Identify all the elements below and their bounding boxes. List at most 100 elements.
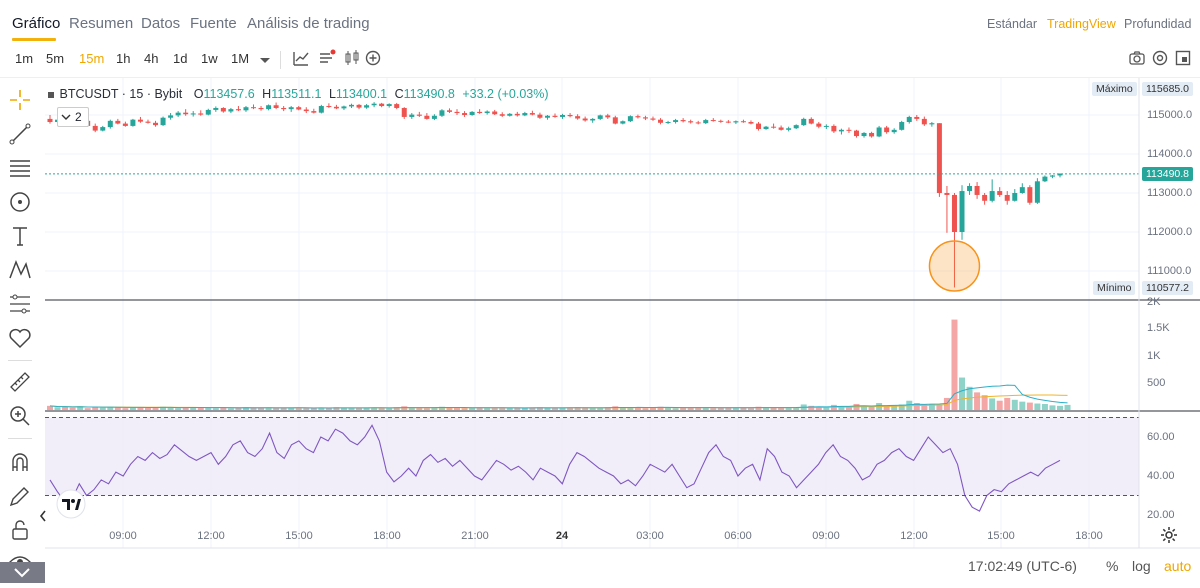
candle-body	[703, 120, 709, 124]
volume-bar	[348, 407, 355, 410]
candle-body	[1004, 194, 1010, 201]
candle-body	[552, 115, 558, 117]
view-profundidad[interactable]: Profundidad	[1124, 17, 1192, 31]
legend-o-label: O	[193, 87, 204, 101]
chart-type-icon[interactable]	[292, 49, 310, 67]
candle-body	[936, 123, 942, 193]
circle-tool-icon[interactable]	[7, 189, 33, 215]
candles-icon[interactable]	[343, 49, 361, 67]
add-icon[interactable]	[364, 49, 382, 67]
volume-bar	[710, 408, 717, 410]
volume-bar	[182, 407, 189, 410]
candle-body	[401, 107, 407, 117]
time-tick: 18:00	[1075, 530, 1103, 542]
timeframe-1w[interactable]: 1w	[201, 51, 218, 66]
candle-body	[462, 113, 468, 115]
toolbar-bottom-border	[0, 77, 1200, 78]
candle-body	[1034, 181, 1040, 203]
pattern-tool-icon[interactable]	[7, 257, 33, 283]
fullscreen-icon[interactable]	[1174, 49, 1192, 67]
candle-body	[122, 123, 128, 126]
tab-datos[interactable]: Datos	[141, 15, 181, 32]
scroll-left-icon[interactable]	[37, 508, 49, 524]
view-estandar[interactable]: Estándar	[987, 17, 1038, 31]
axis-settings-icon[interactable]	[1160, 526, 1178, 544]
legend-collapse-toggle[interactable]: 2	[57, 107, 89, 127]
volume-bar	[544, 407, 551, 410]
timeframe-1d[interactable]: 1d	[173, 51, 188, 66]
candle-body	[748, 122, 754, 124]
volume-bar	[740, 407, 747, 410]
rsi-tick: 60.00	[1147, 431, 1175, 443]
zoom-icon[interactable]	[7, 403, 33, 429]
legend-symbol: BTCUSDT	[59, 87, 119, 101]
volume-bar	[536, 407, 543, 410]
volume-bar	[732, 407, 739, 410]
rsi-line	[49, 424, 1061, 512]
volume-bar	[476, 407, 483, 410]
clock-timezone[interactable]: 17:02:49 (UTC-6)	[968, 558, 1077, 574]
tab-analisis-trading[interactable]: Análisis de trading	[247, 15, 370, 32]
candle-body	[198, 113, 204, 115]
ruler-icon[interactable]	[7, 369, 33, 395]
volume-bar	[499, 408, 506, 410]
tradingview-logo-icon[interactable]	[56, 489, 86, 519]
auto-toggle[interactable]: auto	[1164, 558, 1192, 574]
percent-toggle[interactable]: %	[1106, 558, 1119, 574]
timeframe-4h[interactable]: 4h	[144, 51, 159, 66]
trend-line-icon[interactable]	[7, 121, 33, 147]
timeframe-5m[interactable]: 5m	[46, 51, 65, 66]
candle-body	[439, 110, 445, 116]
timeframe-1h[interactable]: 1h	[116, 51, 131, 66]
candle-body	[808, 118, 814, 124]
volume-bar	[167, 407, 174, 410]
fib-tool-icon[interactable]	[7, 291, 33, 317]
candle-body	[492, 111, 498, 115]
candle-body	[341, 106, 347, 109]
candle-body	[620, 121, 626, 124]
volume-bar	[469, 407, 476, 410]
candle-body	[974, 185, 980, 195]
volume-bar	[295, 408, 302, 410]
volume-bar	[454, 407, 461, 410]
text-tool-icon[interactable]	[7, 223, 33, 249]
crosshair-icon[interactable]	[7, 87, 33, 113]
favorites-icon[interactable]	[7, 325, 33, 351]
volume-bar	[559, 407, 566, 410]
volume-bar	[725, 407, 732, 410]
pencil-lock-icon[interactable]	[7, 483, 33, 509]
candle-body	[529, 113, 535, 115]
volume-bar	[461, 408, 468, 410]
legend-open: 113457.6	[203, 87, 255, 101]
active-tab-indicator	[12, 38, 56, 41]
candle-body	[100, 127, 106, 131]
settings-icon[interactable]	[1151, 49, 1169, 67]
candle-body	[251, 107, 257, 109]
candle-body	[944, 193, 950, 195]
timeframe-1M[interactable]: 1M	[231, 51, 250, 66]
volume-bar	[152, 407, 159, 410]
horizontal-lines-icon[interactable]	[7, 155, 33, 181]
candle-body	[778, 127, 784, 130]
magnet-icon[interactable]	[7, 449, 33, 475]
volume-bar	[574, 407, 581, 410]
chevron-down-icon[interactable]	[256, 52, 274, 70]
candle-body	[831, 125, 837, 132]
candle-body	[446, 110, 452, 112]
indicators-icon[interactable]	[318, 49, 336, 67]
lock-icon[interactable]	[7, 517, 33, 543]
candle-body	[816, 123, 822, 127]
timeframe-15m[interactable]: 15m	[79, 51, 105, 66]
timeframe-1m[interactable]: 1m	[15, 51, 34, 66]
tab-fuente[interactable]: Fuente	[190, 15, 237, 32]
view-tradingview[interactable]: TradingView	[1047, 17, 1116, 31]
camera-icon[interactable]	[1128, 49, 1146, 67]
collapse-panel-button[interactable]	[0, 562, 45, 583]
tab-grafico[interactable]: Gráfico	[12, 15, 61, 32]
tab-resumen[interactable]: Resumen	[69, 15, 134, 32]
log-toggle[interactable]: log	[1132, 558, 1151, 574]
candle-body	[853, 130, 859, 137]
candle-body	[288, 107, 294, 110]
volume-bar	[514, 407, 521, 410]
